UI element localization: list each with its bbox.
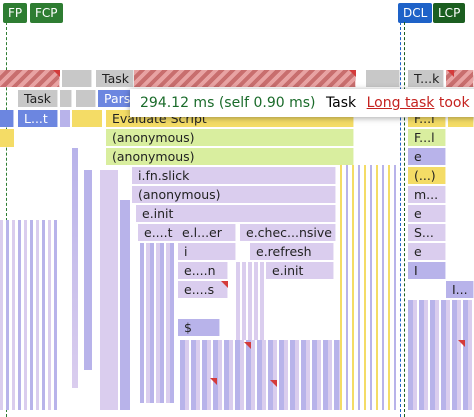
long-task-flag-icon xyxy=(458,340,465,347)
right-block-8[interactable]: I xyxy=(408,262,446,279)
fp-line xyxy=(6,22,7,417)
right-block-7[interactable]: e xyxy=(408,243,446,260)
anonymous-block[interactable]: (anonymous) xyxy=(106,148,354,165)
anonymous-block[interactable]: (anonymous) xyxy=(132,186,336,203)
flame-stripe xyxy=(100,170,118,410)
long-task-flag-icon xyxy=(53,70,60,77)
task-block-left-long[interactable] xyxy=(0,70,60,87)
dcl-marker[interactable]: DCL xyxy=(398,3,433,23)
task-block-left[interactable]: Task xyxy=(18,90,58,107)
long-task-flag-icon xyxy=(221,281,228,288)
fp-marker[interactable]: FP xyxy=(3,3,28,23)
flame-stripe xyxy=(0,220,60,410)
task-block-tiny[interactable] xyxy=(76,90,96,107)
flame-stripe xyxy=(340,165,400,410)
i-block[interactable]: i xyxy=(178,243,236,260)
flame-stripe xyxy=(84,170,92,370)
call-block[interactable] xyxy=(0,110,14,127)
tooltip-warning-text: took 294.12 ms xyxy=(438,95,474,111)
fcp-marker[interactable]: FCP xyxy=(30,3,63,23)
dcl-line xyxy=(400,22,401,417)
dollar-block[interactable]: $ xyxy=(178,319,220,336)
flame-stripe xyxy=(120,200,130,410)
task-block-small[interactable] xyxy=(62,70,92,87)
flame-stripe xyxy=(180,340,340,410)
fn-slick-block[interactable]: i.fn.slick xyxy=(132,167,336,184)
en-block[interactable]: e....n xyxy=(178,262,228,279)
flame-stripe xyxy=(140,243,174,403)
task-block-right[interactable]: T...k xyxy=(408,70,444,87)
anonymous-block[interactable]: (anonymous) xyxy=(106,129,354,146)
flame-stripe xyxy=(0,129,14,147)
lcp-line xyxy=(404,22,405,417)
long-task-link[interactable]: Long task xyxy=(366,95,435,111)
long-task-flag-icon xyxy=(210,378,217,385)
task-tooltip: 294.12 ms (self 0.90 ms) Task Long task … xyxy=(130,89,474,117)
flame-stripe xyxy=(72,148,78,388)
lcp-marker[interactable]: LCP xyxy=(433,3,466,23)
right-block-3[interactable]: (...) xyxy=(408,167,446,184)
long-task-flag-icon xyxy=(349,70,356,77)
right-block-1[interactable]: F...l xyxy=(408,129,446,146)
tooltip-time: 294.12 ms (self 0.90 ms) xyxy=(140,95,316,111)
right-block-6[interactable]: S... xyxy=(408,224,446,241)
check-responsive-block[interactable]: e.chec...nsive xyxy=(240,224,336,241)
right-block-9[interactable]: I... xyxy=(446,281,474,298)
flame-stripe xyxy=(72,110,102,127)
tooltip-name: Task xyxy=(325,95,357,111)
es-block[interactable]: e....s xyxy=(178,281,228,298)
e-init-block[interactable]: e.init xyxy=(136,205,336,222)
long-task-flag-icon xyxy=(447,70,454,77)
flame-stripe xyxy=(60,110,70,127)
right-block-4[interactable]: m... xyxy=(408,186,446,203)
task-block-tiny[interactable] xyxy=(60,90,72,107)
e-init-inner-block[interactable]: e.init xyxy=(266,262,334,279)
flame-stripe xyxy=(236,262,264,340)
flame-stripe xyxy=(408,300,474,410)
task-block-main-long[interactable] xyxy=(134,70,356,87)
parse-html-block[interactable]: Parse xyxy=(98,90,134,107)
e-listener-block[interactable]: e.l...er xyxy=(176,224,236,241)
long-task-flag-icon xyxy=(244,342,251,349)
left-call-block[interactable]: L...t xyxy=(18,110,58,127)
right-block-5[interactable]: e xyxy=(408,205,446,222)
right-block-2[interactable]: e xyxy=(408,148,446,165)
refresh-block[interactable]: e.refresh xyxy=(250,243,334,260)
task-block-small[interactable] xyxy=(366,70,400,87)
task-block-main[interactable]: Task xyxy=(96,70,134,87)
et-block[interactable]: e....t xyxy=(138,224,180,241)
long-task-flag-icon xyxy=(270,380,277,387)
